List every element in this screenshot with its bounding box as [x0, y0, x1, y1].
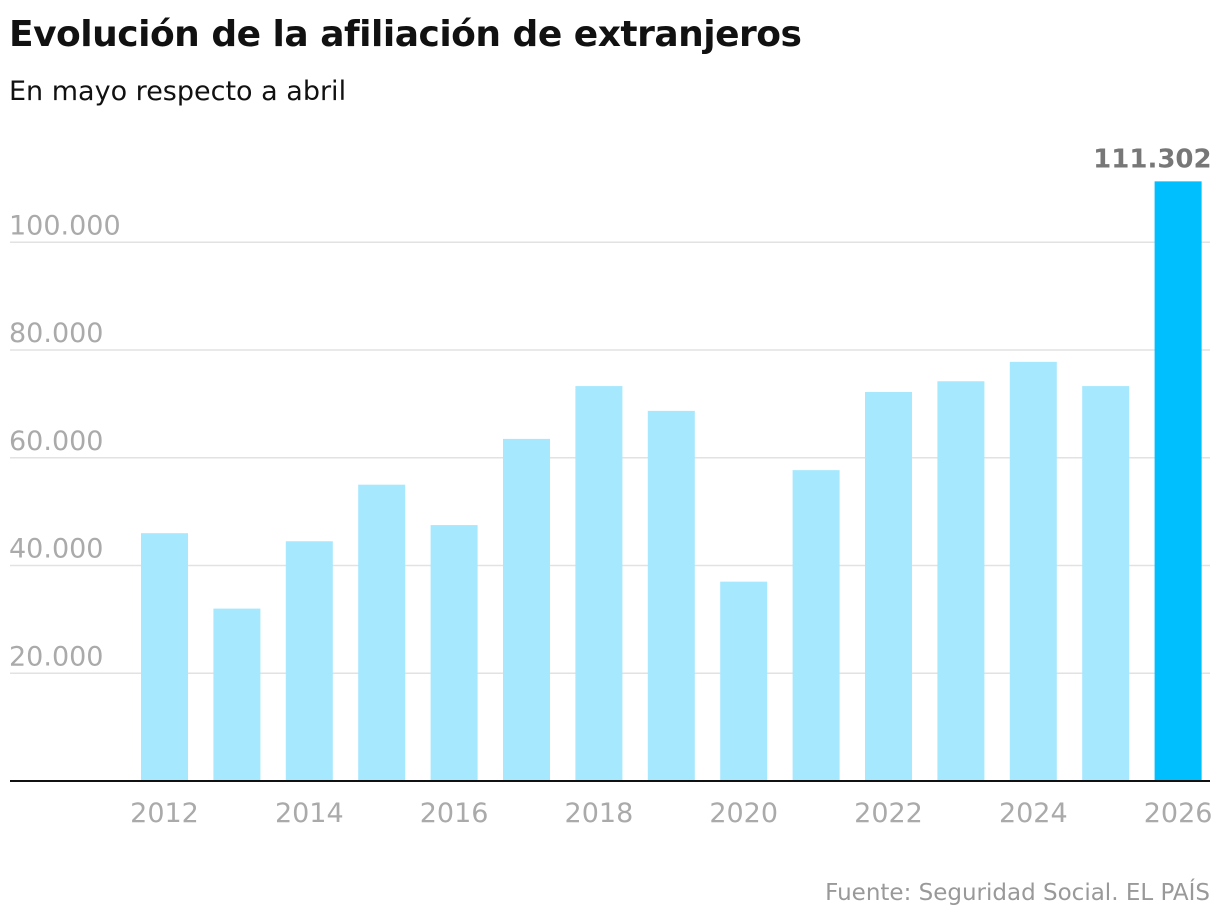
x-tick-label: 2018: [565, 798, 634, 829]
bar: [937, 381, 985, 781]
bar: [213, 608, 261, 781]
y-tick-label: 80.000: [9, 318, 103, 349]
data-label: 111.302: [1093, 144, 1211, 174]
bar: [285, 541, 333, 781]
x-tick-label: 2020: [709, 798, 778, 829]
bar: [141, 533, 188, 781]
bar: [575, 386, 623, 781]
y-tick-label: 100.000: [9, 210, 121, 241]
y-tick-label: 60.000: [9, 426, 103, 457]
y-tick-label: 40.000: [9, 534, 103, 565]
bar: [865, 392, 912, 781]
y-tick-label: 20.000: [9, 641, 103, 672]
source-note: Fuente: Seguridad Social. EL PAÍS: [825, 880, 1210, 906]
x-tick-label: 2024: [999, 798, 1068, 829]
bar: [430, 525, 478, 781]
bar: [1082, 386, 1130, 781]
x-tick-label: 2012: [130, 798, 199, 829]
x-tick-label: 2022: [854, 798, 923, 829]
bar: [358, 484, 406, 781]
chart-subtitle: En mayo respecto a abril: [9, 76, 347, 107]
bar: [720, 581, 768, 781]
bar: [647, 410, 695, 781]
x-tick-label: 2014: [275, 798, 344, 829]
bar: [1009, 361, 1057, 781]
bar: [503, 438, 550, 781]
bar: [792, 470, 840, 781]
x-tick-label: 2026: [1144, 798, 1213, 829]
x-tick-label: 2016: [420, 798, 489, 829]
chart-title: Evolución de la afiliación de extranjero…: [9, 14, 802, 55]
highlight-bar: [1154, 181, 1202, 781]
